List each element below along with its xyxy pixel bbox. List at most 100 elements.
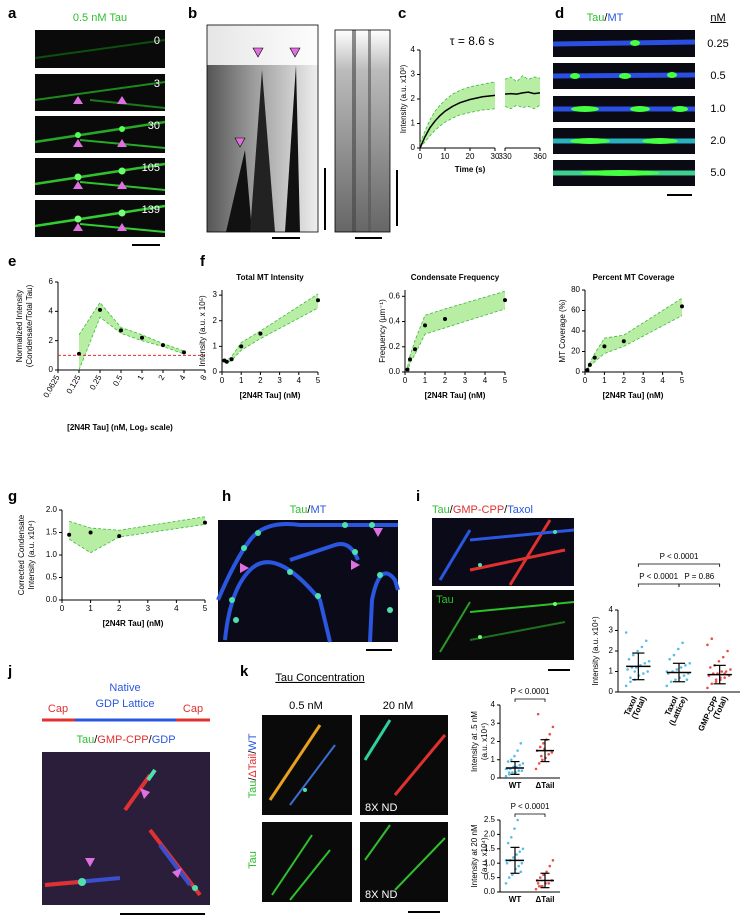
data-point [550, 751, 554, 754]
y-tick-label: 60 [571, 306, 580, 315]
micrograph-g-circle [387, 607, 393, 613]
micrograph-path [34, 120, 166, 144]
data-point [98, 307, 102, 312]
micrograph-line [271, 834, 313, 896]
panel-label: h [222, 488, 231, 505]
band [79, 302, 184, 370]
x-tick-label: 1 [602, 376, 607, 385]
data-point [515, 853, 518, 856]
micrograph-line [393, 734, 447, 796]
data-point [709, 666, 712, 669]
panel-label: c [398, 5, 406, 22]
comparison-bracket [678, 583, 721, 587]
channel-label: Tau [436, 594, 454, 606]
micrograph-ellipse [672, 106, 688, 112]
data-point [140, 335, 144, 340]
comparison-bracket [637, 563, 721, 567]
data-point [536, 882, 540, 885]
data-point [647, 659, 651, 663]
panel-d: Tau/MT nM 0.25 0.5 1.0 2.0 5.0 [552, 12, 729, 196]
p-value: P < 0.0001 [511, 687, 550, 696]
data-point [504, 774, 508, 778]
micrograph-path [34, 204, 166, 228]
x-tick-label: 0 [583, 376, 588, 385]
band-high-edge [504, 75, 541, 83]
x-tick-label: 330 [498, 152, 512, 161]
y-tick-label: 3 [213, 290, 218, 299]
micrograph-g-circle [255, 530, 261, 536]
data-point [229, 357, 234, 362]
data-point [629, 680, 632, 684]
kymograph-rect [335, 30, 390, 232]
micrograph-path [223, 560, 332, 643]
x-tick-label: 5 [680, 376, 685, 385]
channel-label: / [504, 504, 508, 516]
channel-label: MT [310, 504, 326, 516]
micrograph-g-circle [241, 545, 247, 551]
data-point [624, 631, 628, 634]
data-point [551, 725, 555, 729]
micrograph-circle [553, 530, 557, 534]
micrograph-line [363, 719, 392, 761]
data-point [679, 666, 683, 669]
band-low-edge [68, 524, 206, 554]
kymograph-rect [352, 30, 356, 232]
chart-title: Condensate Frequency [411, 273, 500, 282]
panel-h: Tau/MT [216, 504, 400, 651]
kymograph-rect [206, 24, 319, 233]
time-label: 30 [148, 120, 160, 132]
concentration: 1.0 [710, 103, 725, 115]
micrograph-line [552, 39, 696, 47]
data-point [541, 758, 544, 762]
y-tick-label: 2 [49, 336, 54, 345]
data-point [521, 762, 525, 765]
micrograph-circle [119, 126, 125, 132]
micrograph-g-circle [369, 522, 375, 528]
y-axis-label: Intensity (a.u. x10⁴) [591, 616, 600, 686]
data-point [627, 657, 631, 661]
micrograph-ellipse [642, 138, 678, 144]
time-label: 3 [154, 78, 160, 90]
micrograph-g-circle [233, 617, 239, 623]
data-point [644, 639, 648, 643]
x-tick-label: 4 [660, 376, 665, 385]
y-tick-label: 4 [491, 700, 496, 709]
micrograph-ellipse [630, 106, 650, 112]
micrograph [262, 715, 448, 913]
micrograph-g-circle [315, 593, 321, 599]
y-axis-label: Intensity (a.u. x 10⁵) [198, 295, 207, 367]
x-tick-label: 0.5 [111, 373, 125, 388]
p-value: P < 0.0001 [660, 552, 699, 561]
micrograph-rect [360, 715, 448, 815]
data-point [545, 870, 548, 874]
chart-title: Percent MT Coverage [593, 273, 675, 282]
x-tick-label: 360 [533, 152, 547, 161]
concentration: 5.0 [710, 167, 725, 179]
schematic-label: Cap [183, 703, 203, 715]
panel-i: Tau/GMP-CPP/Taxol Tau [432, 504, 575, 671]
data-point [520, 861, 524, 865]
data-line [419, 94, 496, 149]
micrograph-circle [478, 563, 482, 567]
data-point [239, 344, 244, 349]
concentration: 0.5 [710, 70, 725, 82]
y-axis-label: Corrected Condensate [17, 514, 26, 595]
data-point [513, 754, 516, 758]
data-point [503, 298, 507, 303]
data-point [633, 670, 637, 673]
category-label: WT [509, 895, 522, 904]
data-point [519, 742, 523, 745]
data-point [688, 662, 692, 665]
micrograph-line [289, 849, 331, 901]
y-tick-label: 0 [491, 773, 496, 782]
time-label: 0 [154, 35, 160, 47]
data-point [517, 864, 521, 868]
panel-label: e [8, 253, 16, 270]
data-point [507, 876, 511, 879]
schematic-label: Native [109, 682, 140, 694]
band-low-edge [224, 307, 319, 364]
micrograph-line [146, 768, 157, 782]
micrograph-circle [303, 788, 307, 792]
data-point [720, 670, 724, 673]
band-low-edge [407, 308, 506, 373]
